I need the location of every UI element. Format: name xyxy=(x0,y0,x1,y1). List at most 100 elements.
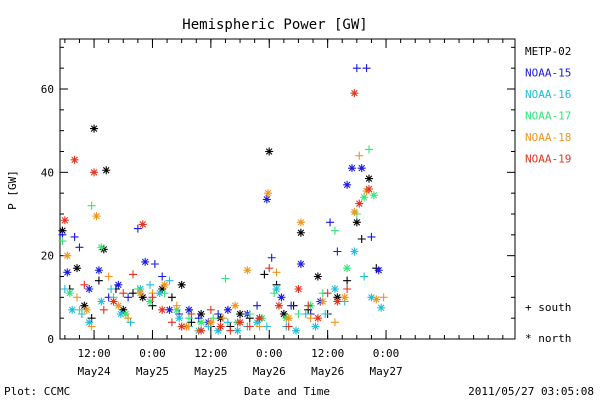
data-point-south xyxy=(148,301,157,310)
data-point-north xyxy=(350,207,359,216)
data-point-south xyxy=(70,232,79,241)
legend: METP-02 NOAA-15 NOAA-16 NOAA-17 NOAA-18 NOAA-… xyxy=(525,45,571,166)
data-point-north xyxy=(233,326,242,335)
data-point-north xyxy=(236,310,245,318)
data-point-north xyxy=(296,228,305,237)
data-point-south xyxy=(287,301,296,310)
data-point-south xyxy=(360,272,369,281)
data-point-north xyxy=(90,168,99,177)
data-point-south xyxy=(128,289,137,298)
data-point-north xyxy=(318,297,327,306)
data-point-north xyxy=(355,199,364,208)
data-point-south xyxy=(267,253,276,262)
data-point-north xyxy=(343,180,352,189)
data-point-north xyxy=(265,147,274,156)
data-point-north xyxy=(274,301,283,310)
data-point-north xyxy=(85,318,94,327)
data-point-south xyxy=(87,322,96,331)
chart-title: Hemispheric Power [GW] xyxy=(182,17,367,33)
data-point-north xyxy=(231,301,240,310)
x-tick-time-label: 12:00 xyxy=(311,347,344,360)
x-tick-time-label: 12:00 xyxy=(194,347,227,360)
data-point-north xyxy=(82,305,91,314)
data-point-north xyxy=(58,226,67,235)
legend-entry: NOAA-15 xyxy=(525,67,571,80)
data-point-south xyxy=(326,218,335,227)
legend-entry: NOAA-18 xyxy=(525,131,571,144)
data-point-south xyxy=(133,285,142,293)
data-point-north xyxy=(175,314,184,323)
legend-entry: NOAA-16 xyxy=(525,88,571,101)
data-point-north xyxy=(90,124,99,133)
data-point-north xyxy=(340,293,349,302)
data-point-north xyxy=(94,266,103,275)
data-point-south xyxy=(128,270,137,279)
data-point-north xyxy=(284,314,293,323)
data-point-south xyxy=(58,237,67,246)
data-point-north xyxy=(279,310,288,318)
legend-entry: METP-02 xyxy=(525,45,571,58)
data-point-north xyxy=(184,305,193,314)
data-point-north xyxy=(223,305,232,314)
data-point-south xyxy=(60,285,69,293)
data-point-south xyxy=(77,310,86,318)
data-point-north xyxy=(357,164,366,173)
data-point-south xyxy=(194,314,203,323)
data-point-north xyxy=(121,310,130,318)
data-point-south xyxy=(150,260,159,268)
data-point-south xyxy=(167,318,176,327)
data-point-south xyxy=(245,310,254,318)
x-tick-time-label: 12:00 xyxy=(78,347,111,360)
data-point-south xyxy=(333,247,342,256)
data-point-north xyxy=(136,289,145,298)
data-point-north xyxy=(141,257,150,266)
data-point-south xyxy=(301,310,310,318)
data-point-north xyxy=(172,305,181,314)
data-point-north xyxy=(369,191,378,200)
data-point-south xyxy=(352,64,361,73)
data-point-south xyxy=(124,314,133,323)
data-point-south xyxy=(99,305,108,314)
legend-south-marker: + south xyxy=(525,301,571,314)
data-point-north xyxy=(347,164,356,173)
y-tick-label: 0 xyxy=(47,333,54,346)
data-point-south xyxy=(284,322,293,331)
data-point-south xyxy=(184,314,193,323)
data-point-north xyxy=(138,293,147,302)
data-point-south xyxy=(75,305,84,314)
data-point-north xyxy=(97,243,106,252)
data-point-north xyxy=(372,295,381,304)
data-point-south xyxy=(343,285,352,293)
data-point-north xyxy=(253,318,262,327)
data-point-south xyxy=(73,293,82,302)
data-point-north xyxy=(214,326,223,335)
y-tick-label: 40 xyxy=(41,166,54,179)
data-point-south xyxy=(367,232,376,241)
data-point-south xyxy=(165,276,174,285)
data-point-south xyxy=(204,322,213,331)
data-point-north xyxy=(68,305,77,314)
x-tick-date-label: May24 xyxy=(78,365,111,378)
data-point-north xyxy=(216,322,225,331)
data-point-south xyxy=(330,226,339,235)
data-point-south xyxy=(221,274,230,283)
data-point-north xyxy=(333,293,342,302)
data-point-north xyxy=(350,247,359,256)
data-point-north xyxy=(255,314,264,323)
data-point-north xyxy=(138,220,147,229)
data-point-north xyxy=(158,305,167,314)
data-point-north xyxy=(313,314,322,323)
data-point-north xyxy=(243,266,252,275)
data-point-south xyxy=(362,64,371,73)
data-point-north xyxy=(197,318,206,327)
data-point-north xyxy=(296,218,305,227)
data-point-north xyxy=(374,266,383,275)
data-point-north xyxy=(160,280,169,289)
data-point-north xyxy=(177,280,186,289)
data-point-north xyxy=(264,189,273,198)
data-point-north xyxy=(114,301,123,310)
data-point-north xyxy=(155,289,164,298)
data-point-south xyxy=(223,318,232,327)
data-point-north xyxy=(360,193,369,202)
